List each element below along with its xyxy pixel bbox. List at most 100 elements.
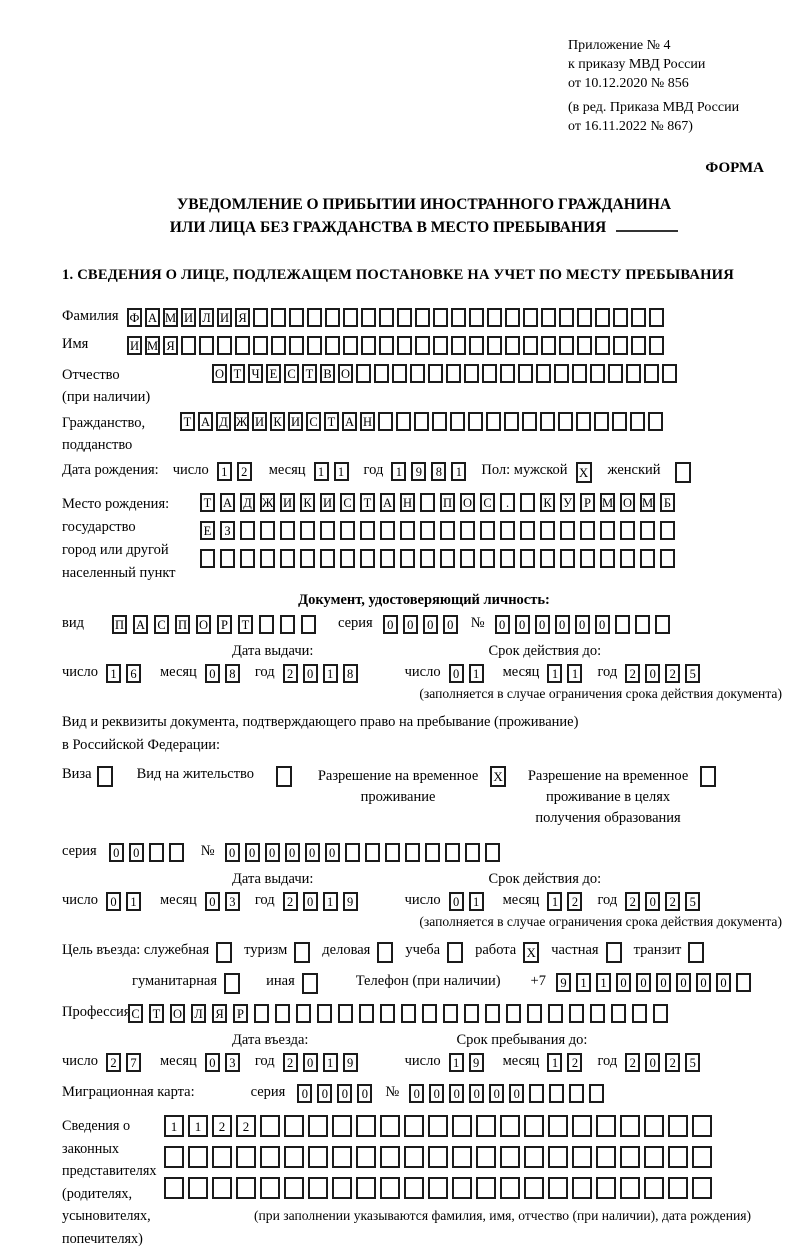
char-cell[interactable]: Р — [217, 615, 232, 634]
char-cell[interactable]: И — [181, 308, 196, 327]
char-cell[interactable]: К — [270, 412, 285, 431]
char-cell[interactable] — [596, 1115, 616, 1137]
char-cell[interactable]: 0 — [285, 843, 300, 862]
char-cell[interactable] — [554, 364, 569, 383]
char-cell[interactable]: 1 — [314, 462, 329, 481]
char-cell[interactable] — [620, 521, 635, 540]
char-cell[interactable]: 0 — [337, 1084, 352, 1103]
char-cell[interactable]: Я — [235, 308, 250, 327]
char-cell[interactable] — [340, 521, 355, 540]
char-cell[interactable] — [380, 549, 395, 568]
char-cell[interactable] — [480, 521, 495, 540]
char-cell[interactable]: 0 — [509, 1084, 524, 1103]
char-cell[interactable]: Т — [324, 412, 339, 431]
char-cell[interactable] — [572, 1177, 592, 1199]
char-cell[interactable] — [576, 412, 591, 431]
char-cell[interactable]: 9 — [469, 1053, 484, 1072]
char-cell[interactable]: А — [198, 412, 213, 431]
char-cell[interactable]: Н — [360, 412, 375, 431]
char-cell[interactable]: А — [220, 493, 235, 512]
char-cell[interactable] — [668, 1115, 688, 1137]
char-cell[interactable] — [540, 521, 555, 540]
char-cell[interactable]: П — [440, 493, 455, 512]
char-cell[interactable] — [613, 336, 628, 355]
char-cell[interactable]: П — [112, 615, 127, 634]
char-cell[interactable] — [559, 336, 574, 355]
char-cell[interactable]: 1 — [547, 1053, 562, 1072]
char-cell[interactable]: 0 — [535, 615, 550, 634]
char-cell[interactable]: И — [252, 412, 267, 431]
char-cell[interactable]: 0 — [636, 973, 651, 992]
char-cell[interactable] — [428, 1146, 448, 1168]
char-cell[interactable]: 1 — [547, 664, 562, 683]
char-cell[interactable] — [356, 364, 371, 383]
char-cell[interactable] — [465, 843, 480, 862]
char-cell[interactable]: Л — [199, 308, 214, 327]
char-cell[interactable] — [428, 364, 443, 383]
char-cell[interactable] — [630, 412, 645, 431]
char-cell[interactable] — [452, 1115, 472, 1137]
char-cell[interactable] — [541, 336, 556, 355]
char-cell[interactable]: Ж — [234, 412, 249, 431]
purpose-business-checkbox[interactable] — [216, 942, 232, 963]
char-cell[interactable] — [380, 1177, 400, 1199]
sex-male-checkbox[interactable]: X — [576, 462, 592, 483]
char-cell[interactable] — [325, 336, 340, 355]
char-cell[interactable] — [320, 521, 335, 540]
char-cell[interactable] — [613, 308, 628, 327]
purpose-transit-checkbox[interactable] — [688, 942, 704, 963]
char-cell[interactable] — [580, 549, 595, 568]
char-cell[interactable]: 0 — [109, 843, 124, 862]
char-cell[interactable] — [559, 308, 574, 327]
char-cell[interactable] — [487, 336, 502, 355]
char-cell[interactable] — [361, 308, 376, 327]
char-cell[interactable]: И — [217, 308, 232, 327]
char-cell[interactable]: 5 — [685, 1053, 700, 1072]
char-cell[interactable] — [577, 308, 592, 327]
char-cell[interactable] — [380, 521, 395, 540]
char-cell[interactable] — [280, 615, 295, 634]
char-cell[interactable] — [692, 1146, 712, 1168]
char-cell[interactable] — [360, 549, 375, 568]
char-cell[interactable]: 9 — [556, 973, 571, 992]
char-cell[interactable]: 1 — [323, 892, 338, 911]
char-cell[interactable] — [404, 1115, 424, 1137]
char-cell[interactable] — [632, 1004, 647, 1023]
char-cell[interactable]: 0 — [656, 973, 671, 992]
char-cell[interactable]: 0 — [303, 664, 318, 683]
char-cell[interactable] — [433, 336, 448, 355]
char-cell[interactable]: 0 — [696, 973, 711, 992]
char-cell[interactable]: 0 — [303, 1053, 318, 1072]
char-cell[interactable]: 0 — [205, 664, 220, 683]
char-cell[interactable]: С — [306, 412, 321, 431]
char-cell[interactable] — [301, 615, 316, 634]
char-cell[interactable] — [240, 549, 255, 568]
char-cell[interactable]: Д — [240, 493, 255, 512]
char-cell[interactable]: 1 — [596, 973, 611, 992]
purpose-humanitarian-checkbox[interactable] — [224, 973, 240, 994]
char-cell[interactable] — [520, 493, 535, 512]
char-cell[interactable] — [280, 521, 295, 540]
char-cell[interactable] — [212, 1146, 232, 1168]
char-cell[interactable]: Р — [580, 493, 595, 512]
char-cell[interactable] — [259, 615, 274, 634]
char-cell[interactable]: С — [154, 615, 169, 634]
char-cell[interactable] — [529, 1084, 544, 1103]
char-cell[interactable]: 2 — [665, 892, 680, 911]
char-cell[interactable]: И — [320, 493, 335, 512]
char-cell[interactable] — [284, 1115, 304, 1137]
char-cell[interactable]: 0 — [303, 892, 318, 911]
char-cell[interactable] — [289, 308, 304, 327]
char-cell[interactable]: 8 — [431, 462, 446, 481]
char-cell[interactable]: П — [175, 615, 190, 634]
char-cell[interactable] — [359, 1004, 374, 1023]
char-cell[interactable] — [476, 1146, 496, 1168]
char-cell[interactable]: 6 — [126, 664, 141, 683]
char-cell[interactable]: 8 — [225, 664, 240, 683]
char-cell[interactable] — [317, 1004, 332, 1023]
char-cell[interactable] — [356, 1177, 376, 1199]
char-cell[interactable] — [320, 549, 335, 568]
char-cell[interactable] — [260, 1115, 280, 1137]
char-cell[interactable]: 0 — [129, 843, 144, 862]
char-cell[interactable] — [644, 1146, 664, 1168]
